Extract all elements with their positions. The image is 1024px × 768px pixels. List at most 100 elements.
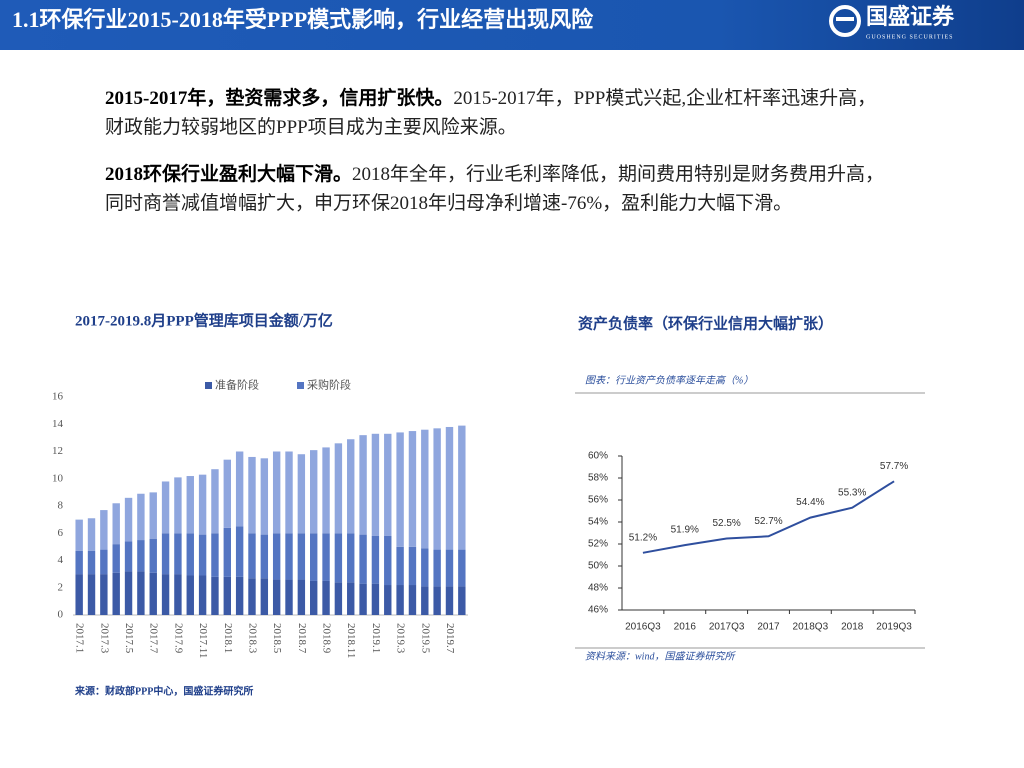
- bar-segment: [137, 540, 145, 572]
- bar-segment: [445, 426, 454, 550]
- bar-segment: [223, 576, 231, 615]
- bar-segment: [161, 574, 170, 615]
- x-tick-label: 2017: [757, 622, 780, 633]
- x-tick-label: 2018.3: [246, 623, 258, 654]
- bar-segment: [87, 550, 96, 575]
- logo-subtext: GUOSHENG SECURITIES: [866, 34, 954, 40]
- bar-segment: [149, 492, 157, 539]
- bar-segment: [248, 456, 256, 534]
- paragraph-body: 2015-2017年，PPP模式兴起,企业杠杆率迅速升高，财政能力较弱地区的PP…: [105, 88, 877, 138]
- bar-segment: [285, 579, 293, 615]
- bar-segment: [186, 575, 194, 615]
- logo-text: 国盛证券: [866, 4, 955, 29]
- bar-segment: [248, 533, 256, 579]
- bar-segment: [359, 534, 367, 584]
- bar-segment: [235, 526, 244, 577]
- x-tick-label: 2019.3: [395, 623, 407, 654]
- chart-title: 2017-2019.8月PPP管理库项目金额/万亿: [75, 311, 333, 329]
- y-tick-label: 10: [52, 472, 64, 484]
- bar-segment: [310, 450, 318, 534]
- bar-segment: [359, 583, 367, 615]
- y-tick-label: 60%: [588, 451, 608, 462]
- y-tick-label: 2: [58, 581, 64, 593]
- x-tick-label: 2017.3: [98, 623, 110, 654]
- x-tick-label: 2017.5: [123, 623, 135, 654]
- bar-segment: [408, 546, 417, 586]
- bar-segment: [87, 518, 96, 551]
- bar-segment: [124, 541, 133, 572]
- paragraph: 2015-2017年，垫资需求多，信用扩张快。2015-2017年，PPP模式兴…: [105, 84, 895, 142]
- x-tick-label: 2019.7: [444, 623, 456, 654]
- bar-segment: [211, 576, 219, 615]
- paragraph-body: 2018年全年，行业毛利率降低，期间费用特别是财务费用升高，同时商誉减值增幅扩大…: [105, 164, 885, 214]
- legend-swatch: [297, 382, 304, 389]
- bar-segment: [112, 544, 120, 573]
- y-tick-label: 58%: [588, 473, 608, 484]
- bar-segment: [75, 519, 83, 551]
- x-tick-label: 2018.9: [321, 623, 333, 654]
- y-tick-label: 56%: [588, 495, 608, 506]
- chart-note: 图表：行业资产负债率逐年走高（%）: [585, 374, 753, 386]
- bar-segment: [371, 583, 380, 615]
- logo-icon: [829, 5, 861, 37]
- y-tick-label: 12: [52, 445, 63, 457]
- y-tick-label: 16: [52, 391, 64, 403]
- bar-segment: [272, 579, 281, 615]
- bar-segment: [408, 585, 417, 615]
- bar-segment: [458, 549, 466, 587]
- bar-segment: [112, 503, 120, 545]
- x-tick-label: 2019.1: [370, 623, 382, 653]
- x-tick-label: 2016Q3: [625, 622, 661, 633]
- bar-segment: [421, 548, 429, 587]
- bar-segment: [137, 571, 145, 615]
- header-title: 1.1环保行业2015-2018年受PPP模式影响，行业经营出现风险: [12, 7, 594, 32]
- bar-segment: [322, 580, 330, 615]
- x-tick-label: 2018.5: [271, 623, 283, 654]
- bar-segment: [384, 585, 392, 615]
- bar-segment: [223, 459, 231, 528]
- bar-segment: [260, 534, 269, 579]
- text-block: 2015-2017年，垫资需求多，信用扩张快。2015-2017年，PPP模式兴…: [105, 84, 895, 236]
- y-tick-label: 14: [52, 418, 64, 430]
- bar-segment: [310, 533, 318, 581]
- charts: 2017-2019.8月PPP管理库项目金额/万亿来源：财政部PPP中心，国盛证…: [52, 311, 925, 697]
- data-label: 52.5%: [712, 518, 740, 529]
- bar-segment: [174, 477, 182, 534]
- bar-segment: [458, 586, 466, 615]
- bar-segment: [211, 469, 219, 534]
- legend-label: 采购阶段: [307, 378, 351, 392]
- bar-segment: [100, 510, 108, 550]
- bar-segment: [334, 533, 343, 583]
- chart-source: 资料来源：wind，国盛证券研究所: [585, 650, 736, 662]
- bar-segment: [396, 546, 404, 586]
- y-tick-label: 0: [58, 609, 64, 621]
- bar-segment: [359, 435, 367, 535]
- bar-segment: [149, 572, 157, 615]
- paragraph: 2018环保行业盈利大幅下滑。2018年全年，行业毛利率降低，期间费用特别是财务…: [105, 160, 895, 218]
- legend-swatch: [205, 382, 212, 389]
- bar-segment: [322, 533, 330, 581]
- bar-segment: [235, 451, 244, 527]
- data-label: 51.2%: [629, 532, 657, 543]
- x-tick-label: 2017.1: [74, 623, 86, 653]
- bar-segment: [396, 585, 404, 615]
- bar-segment: [334, 582, 343, 615]
- bar-segment: [297, 579, 306, 615]
- bar-segment: [161, 533, 170, 575]
- bar-segment: [100, 574, 108, 615]
- chart-source: 来源：财政部PPP中心，国盛证券研究所: [74, 684, 253, 697]
- x-tick-label: 2017.7: [148, 623, 160, 654]
- bar-segment: [371, 433, 380, 536]
- bar-segment: [384, 535, 392, 586]
- line-series: [642, 480, 895, 554]
- data-label: 52.7%: [754, 516, 782, 527]
- y-tick-label: 46%: [588, 605, 608, 616]
- bar-segment: [445, 586, 454, 615]
- bar-segment: [421, 586, 429, 615]
- bar-segment: [260, 458, 269, 535]
- bar-segment: [112, 572, 120, 615]
- bar-segment: [100, 549, 108, 575]
- bar-segment: [297, 533, 306, 580]
